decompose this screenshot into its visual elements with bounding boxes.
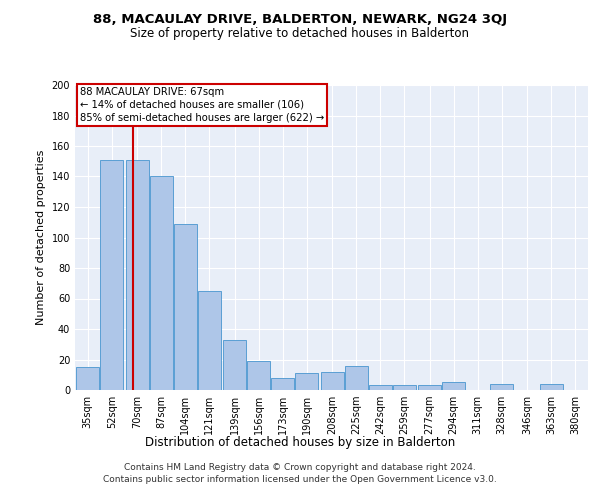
Bar: [247, 361, 271, 390]
Bar: [539, 384, 563, 390]
Bar: [100, 160, 124, 390]
Bar: [418, 386, 442, 390]
Bar: [125, 160, 149, 390]
Bar: [76, 367, 100, 390]
Bar: [149, 176, 173, 390]
Bar: [173, 224, 197, 390]
Text: Contains public sector information licensed under the Open Government Licence v3: Contains public sector information licen…: [103, 476, 497, 484]
Bar: [295, 373, 319, 390]
Bar: [490, 384, 514, 390]
Bar: [271, 378, 295, 390]
Bar: [442, 382, 466, 390]
Text: Distribution of detached houses by size in Balderton: Distribution of detached houses by size …: [145, 436, 455, 449]
Text: Contains HM Land Registry data © Crown copyright and database right 2024.: Contains HM Land Registry data © Crown c…: [124, 463, 476, 472]
Text: 88, MACAULAY DRIVE, BALDERTON, NEWARK, NG24 3QJ: 88, MACAULAY DRIVE, BALDERTON, NEWARK, N…: [93, 12, 507, 26]
Bar: [197, 291, 221, 390]
Bar: [320, 372, 344, 390]
Bar: [392, 386, 416, 390]
Bar: [368, 386, 392, 390]
Y-axis label: Number of detached properties: Number of detached properties: [36, 150, 46, 325]
Bar: [344, 366, 368, 390]
Text: 88 MACAULAY DRIVE: 67sqm
← 14% of detached houses are smaller (106)
85% of semi-: 88 MACAULAY DRIVE: 67sqm ← 14% of detach…: [80, 86, 325, 123]
Text: Size of property relative to detached houses in Balderton: Size of property relative to detached ho…: [131, 28, 470, 40]
Bar: [223, 340, 247, 390]
